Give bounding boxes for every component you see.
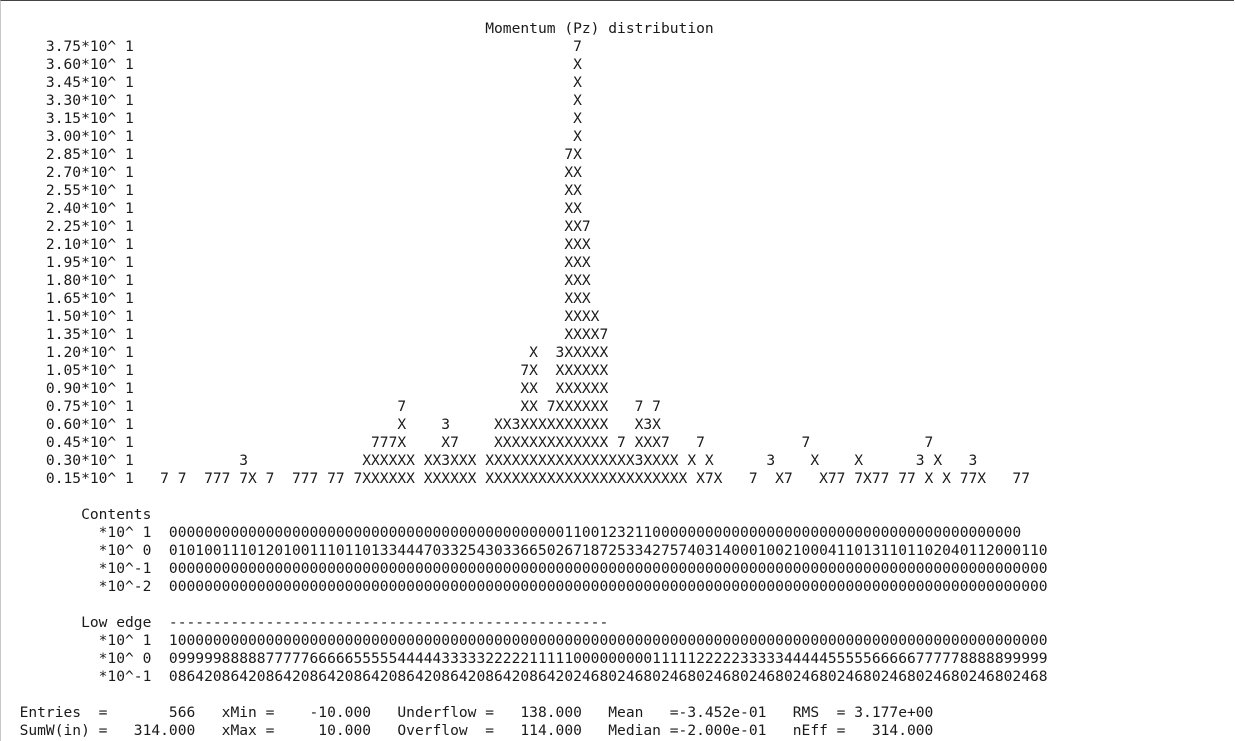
plot-row: 1.05*10^ 1 7X XXXXXX bbox=[2, 362, 609, 379]
histogram-title: Momentum (Pz) distribution bbox=[2, 20, 714, 37]
plot-row: 3.15*10^ 1 X bbox=[2, 110, 582, 127]
low-edge-label: Low edge -------------------------------… bbox=[2, 614, 609, 631]
plot-row: 0.45*10^ 1 777X X7 XXXXXXXXXXXXX 7 XXX7 … bbox=[2, 434, 934, 451]
blank-line bbox=[2, 596, 1048, 614]
plot-row: 0.75*10^ 1 7 XX 7XXXXXX 7 7 bbox=[2, 398, 661, 415]
low-edge-row: *10^ 1 100000000000000000000000000000000… bbox=[2, 632, 1048, 649]
terminal-output: Momentum (Pz) distribution 3.75*10^ 1 7 … bbox=[2, 20, 1048, 740]
plot-row: 1.95*10^ 1 XXX bbox=[2, 254, 591, 271]
contents-row: *10^-2 000000000000000000000000000000000… bbox=[2, 578, 1048, 595]
plot-row: 1.80*10^ 1 XXX bbox=[2, 272, 591, 289]
plot-row: 0.60*10^ 1 X 3 XX3XXXXXXXXXX X3X bbox=[2, 416, 661, 433]
plot-row: 3.75*10^ 1 7 bbox=[2, 38, 582, 55]
plot-row: 1.20*10^ 1 X 3XXXXX bbox=[2, 344, 609, 361]
blank-line bbox=[2, 488, 1048, 506]
contents-row: *10^-1 000000000000000000000000000000000… bbox=[2, 560, 1048, 577]
contents-row: *10^ 0 010100111012010011101101334447033… bbox=[2, 542, 1048, 559]
plot-row: 3.60*10^ 1 X bbox=[2, 56, 582, 73]
stats-row: SumW(in) = 314.000 xMax = 10.000 Overflo… bbox=[2, 722, 934, 739]
plot-row: 2.40*10^ 1 XX bbox=[2, 200, 582, 217]
plot-row: 0.30*10^ 1 3 XXXXXX XX3XXX XXXXXXXXXXXXX… bbox=[2, 452, 978, 469]
contents-row: *10^ 1 000000000000000000000000000000000… bbox=[2, 524, 1022, 541]
plot-row: 0.90*10^ 1 XX XXXXXX bbox=[2, 380, 609, 397]
plot-row: 2.85*10^ 1 7X bbox=[2, 146, 582, 163]
plot-row: 1.50*10^ 1 XXXX bbox=[2, 308, 600, 325]
plot-row: 3.30*10^ 1 X bbox=[2, 92, 582, 109]
blank-line bbox=[2, 686, 1048, 704]
plot-row: 1.35*10^ 1 XXXX7 bbox=[2, 326, 609, 343]
plot-row: 0.15*10^ 1 7 7 777 7X 7 777 77 7XXXXXX X… bbox=[2, 470, 1030, 487]
plot-row: 1.65*10^ 1 XXX bbox=[2, 290, 591, 307]
contents-label: Contents bbox=[2, 506, 152, 523]
low-edge-row: *10^ 0 099999888887777766666555554444433… bbox=[2, 650, 1048, 667]
plot-row: 2.10*10^ 1 XXX bbox=[2, 236, 591, 253]
plot-row: 2.25*10^ 1 XX7 bbox=[2, 218, 591, 235]
low-edge-row: *10^-1 086420864208642086420864208642086… bbox=[2, 668, 1048, 685]
plot-row: 2.55*10^ 1 XX bbox=[2, 182, 582, 199]
plot-row: 2.70*10^ 1 XX bbox=[2, 164, 582, 181]
stats-row: Entries = 566 xMin = -10.000 Underflow =… bbox=[2, 704, 934, 721]
plot-row: 3.00*10^ 1 X bbox=[2, 128, 582, 145]
plot-row: 3.45*10^ 1 X bbox=[2, 74, 582, 91]
